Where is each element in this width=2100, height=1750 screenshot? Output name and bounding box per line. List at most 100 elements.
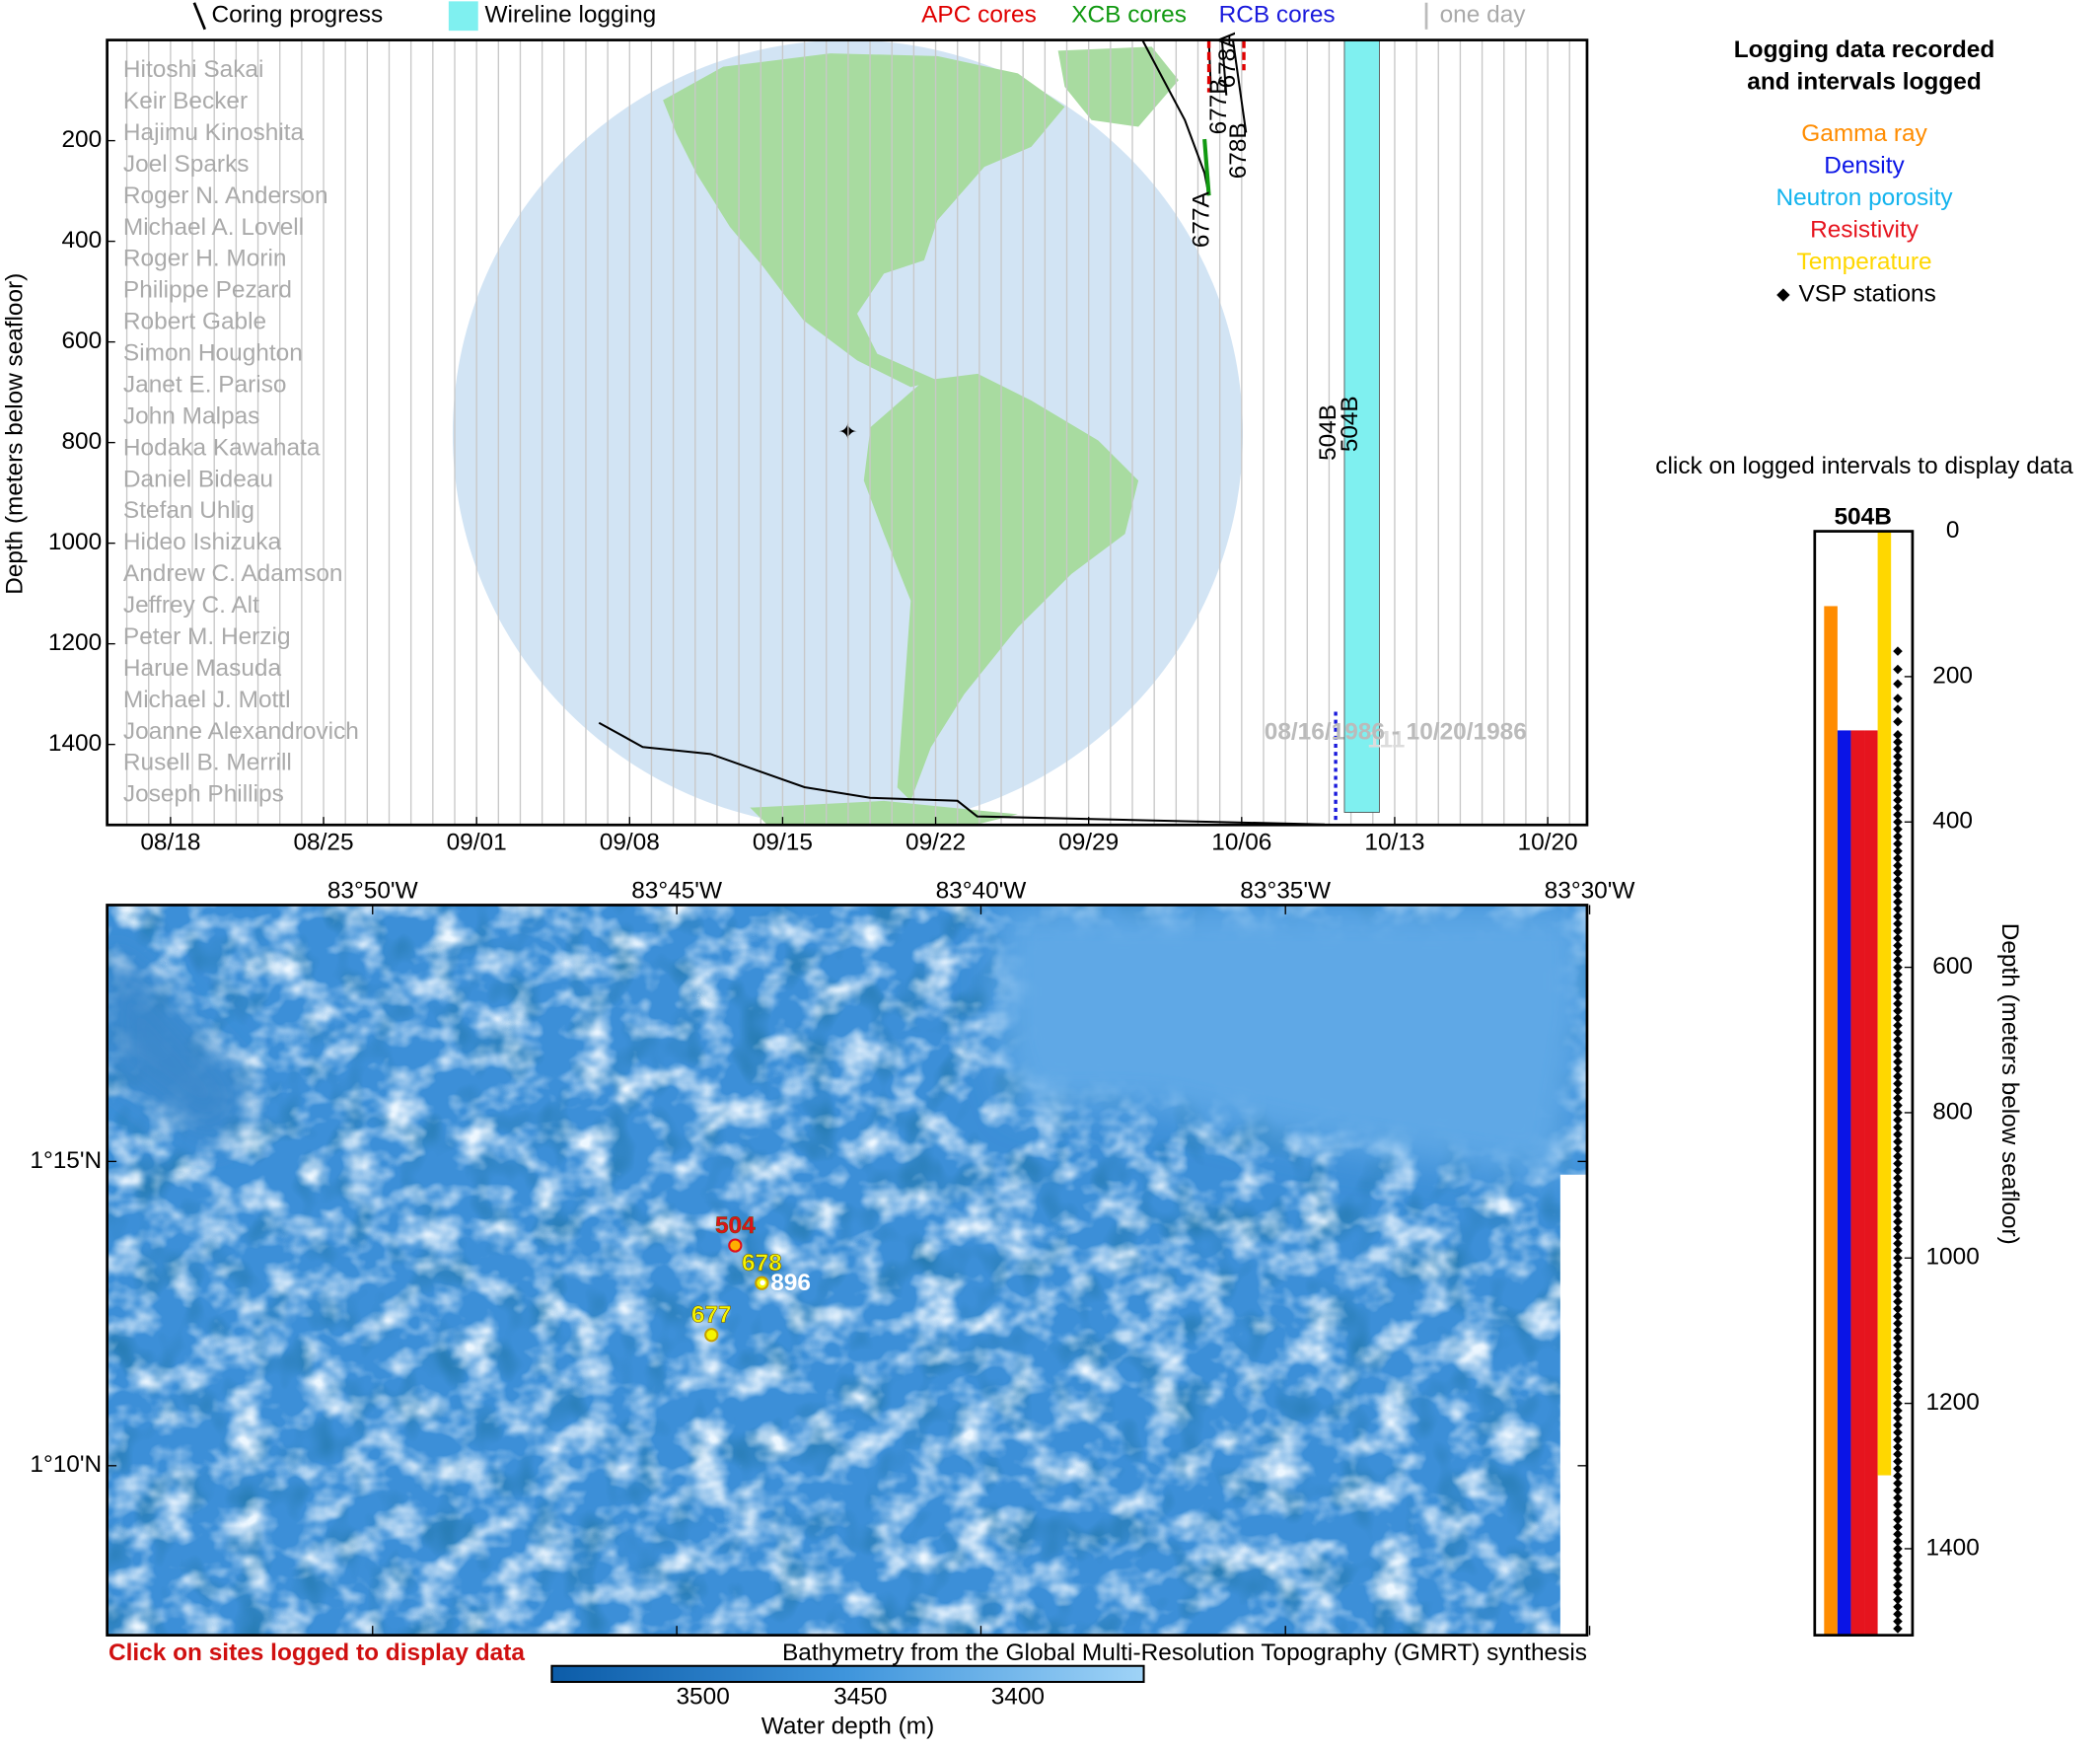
colorbar (550, 1664, 1145, 1684)
scientist-name: Hodaka Kawahata (123, 434, 321, 461)
x-tick-label: 09/08 (600, 830, 660, 856)
x-tick-label: 08/25 (293, 830, 353, 856)
legend-title: and intervals logged (1747, 68, 1981, 95)
y-tick-label: 1200 (48, 629, 102, 656)
scientist-name: Andrew C. Adamson (123, 560, 343, 587)
scientist-name: Keir Becker (123, 88, 248, 114)
site-marker[interactable] (704, 1328, 719, 1343)
site-marker[interactable] (728, 1238, 743, 1253)
legend-entry: RCB cores (1219, 2, 1336, 29)
scientist-name: Roger N. Anderson (123, 182, 328, 209)
vsp-station (1893, 646, 1903, 656)
map-frame (106, 904, 1589, 1637)
legend-entry: Resistivity (1810, 217, 1919, 244)
site-label[interactable]: 896 (770, 1270, 811, 1296)
site-label[interactable]: 504 (715, 1212, 757, 1239)
hole-label: 504B (1337, 396, 1363, 452)
scientist-name: Janet E. Pariso (123, 372, 287, 399)
y-tick-label: 600 (61, 328, 102, 354)
logging-interval[interactable] (1343, 39, 1380, 813)
legend-entry: Wireline logging (485, 2, 657, 29)
logged-interval[interactable] (1824, 606, 1838, 1636)
colorbar-tick-label: 3450 (833, 1684, 887, 1711)
y-tick-label: 400 (61, 227, 102, 254)
legend-swatch (192, 2, 207, 31)
scientist-name: Jeffrey C. Alt (123, 592, 259, 619)
map-caption: Click on sites logged to display data (109, 1640, 525, 1666)
legend-entry: Temperature (1796, 249, 1931, 275)
hole-title: 504B (1834, 503, 1891, 530)
y-tick-label: 200 (61, 126, 102, 153)
y-tick-label: 1000 (1925, 1244, 1979, 1271)
vsp-station (1893, 1544, 1903, 1554)
scientist-name: Simon Houghton (123, 340, 303, 367)
scientist-name: Joel Sparks (123, 151, 250, 178)
site-marker[interactable] (760, 1279, 765, 1286)
x-tick-label: 10/13 (1364, 830, 1424, 856)
scientist-name: Harue Masuda (123, 655, 282, 682)
logging-chart: Logging data recorded and intervals logge… (1734, 36, 1994, 1637)
site-map: 83°50'W 83°45'W 83°40'W 83°35'W 83°30'W 1°15'… (30, 877, 1634, 1710)
x-tick-label: 10/20 (1518, 830, 1578, 856)
scientist-name: Daniel Bideau (123, 466, 273, 492)
colorbar-label: Water depth (m) (761, 1713, 934, 1739)
y-tick-label: 1400 (1925, 1534, 1979, 1561)
scientist-name: Hajimu Kinoshita (123, 119, 305, 146)
y-tick-label: 1200 (1925, 1389, 1979, 1416)
x-tick-label: 10/06 (1211, 830, 1271, 856)
vsp-station (1893, 693, 1903, 703)
legend-entry: APC cores (921, 2, 1037, 29)
legend-entry: VSP stations (1798, 281, 1935, 308)
plot-frame (106, 38, 1589, 827)
site-label[interactable]: 678 (742, 1250, 782, 1276)
legend-entry: XCB cores (1071, 2, 1187, 29)
scientist-name: Hideo Ishizuka (123, 529, 282, 555)
x-tick-label: 83°45'W (631, 877, 722, 904)
x-tick-label: 83°30'W (1545, 877, 1635, 904)
scientist-name: Rusell B. Merrill (123, 750, 292, 776)
scientist-name: Michael J. Mottl (123, 687, 291, 713)
y-tick-label: 600 (1932, 953, 1973, 980)
hole-label: 678B (1225, 122, 1252, 179)
vsp-station (1893, 716, 1903, 727)
y-tick-label: 1°15'N (30, 1147, 102, 1174)
y-tick-label: 800 (1932, 1098, 1973, 1125)
y-tick-label: 800 (61, 428, 102, 455)
legend-swatch (1776, 288, 1790, 302)
y-tick-label: 1000 (48, 529, 102, 555)
y-tick-label: 400 (1932, 808, 1973, 835)
vsp-station (1893, 679, 1903, 690)
legend-entry: Density (1824, 153, 1905, 180)
x-tick-label: 09/22 (905, 830, 966, 856)
hole-label: 504B (1315, 404, 1341, 461)
logged-interval[interactable] (1864, 730, 1878, 1636)
y-axis-label: Depth (meters below seafloor) (2, 273, 29, 595)
x-tick-label: 09/01 (447, 830, 507, 856)
watermark: 111 (1367, 726, 1405, 753)
logged-interval[interactable] (1837, 730, 1851, 1636)
scientist-name: Michael A. Lovell (123, 214, 304, 241)
site-label[interactable]: 677 (691, 1302, 732, 1329)
scientist-name: Hitoshi Sakai (123, 56, 264, 83)
x-tick-label: 83°50'W (327, 877, 418, 904)
vsp-station (1893, 704, 1903, 714)
legend-entry: Neutron porosity (1775, 184, 1953, 211)
y-tick-label: 200 (1932, 662, 1973, 689)
logged-interval[interactable] (1850, 730, 1865, 1636)
legend-entry: Coring progress (212, 2, 384, 29)
logged-interval[interactable] (1877, 531, 1892, 1476)
vsp-station (1893, 664, 1903, 675)
hole-label: 677A (1188, 191, 1214, 249)
timeline-chart: Hitoshi Sakai Keir Becker Hajimu Kinoshita… (48, 1, 1578, 856)
log-frame (1813, 530, 1915, 1637)
core-line (1206, 39, 1246, 93)
log-y-axis-label: Depth (meters below seafloor) (1996, 923, 2023, 1245)
bathymetry (107, 905, 1587, 1636)
y-tick-label: 1400 (48, 730, 102, 757)
scientist-name: Robert Gable (123, 309, 266, 335)
colorbar-tick-label: 3500 (676, 1684, 729, 1711)
core-line (1202, 138, 1211, 196)
x-tick-label: 08/18 (140, 830, 200, 856)
legend-swatch (448, 1, 478, 32)
scientist-name: Roger H. Morin (123, 246, 287, 272)
